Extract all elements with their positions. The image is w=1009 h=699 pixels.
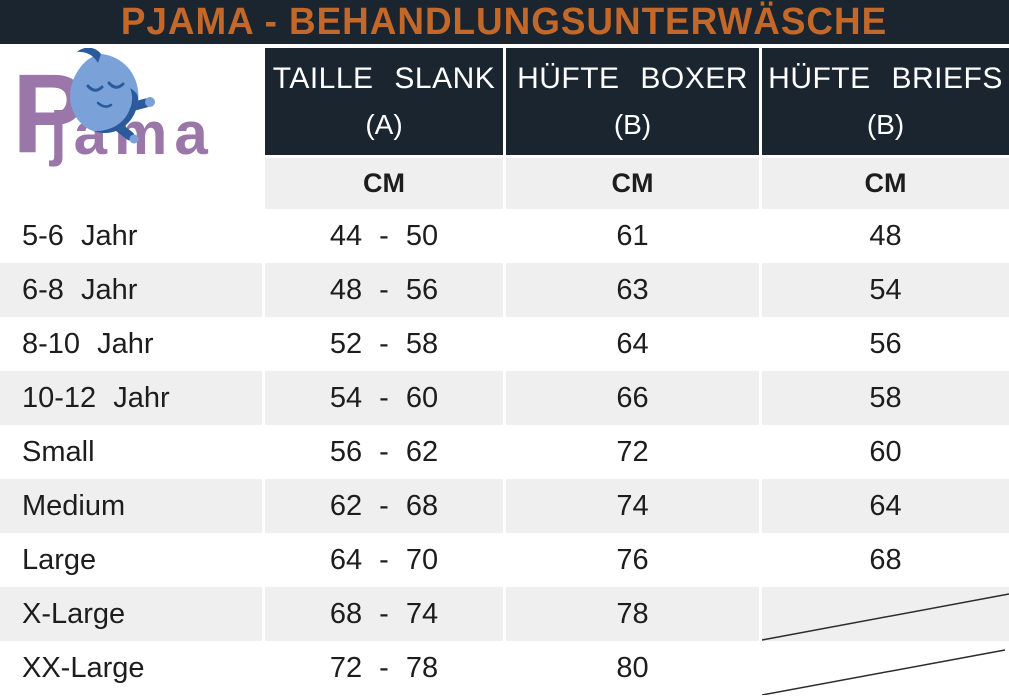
size-table: TAILLE SLANK (A) HÜFTE BOXER (B) HÜFTE B… (0, 48, 1009, 695)
size-label-cell: XX-Large (22, 651, 145, 684)
pjama-mascot-icon (70, 48, 155, 144)
header-label: TAILLE SLANK (272, 61, 496, 95)
header-label: HÜFTE BOXER (517, 61, 748, 95)
header-sub: (B) (613, 109, 652, 141)
taille-value-cell: 56 - 62 (262, 425, 503, 479)
boxer-value-cell: 61 (503, 209, 759, 263)
table-row: XX-Large 72 - 78 80 (0, 641, 1009, 695)
size-label-cell: X-Large (22, 597, 126, 630)
size-label-cell: 6-8 Jahr (22, 273, 138, 306)
unit-cell: CM (262, 158, 503, 209)
size-label-cell: 5-6 Jahr (22, 219, 138, 252)
boxer-value-cell: 80 (503, 641, 759, 695)
header-sub: (B) (866, 109, 905, 141)
table-row: 10-12 Jahr 54 - 60 66 58 (0, 371, 1009, 425)
briefs-value-cell (759, 641, 1009, 695)
briefs-value-cell: 60 (759, 425, 1009, 479)
taille-value-cell: 52 - 58 (262, 317, 503, 371)
table-row: Small 56 - 62 72 60 (0, 425, 1009, 479)
column-header-taille-slank: TAILLE SLANK (A) (262, 48, 503, 155)
na-strikethrough-icon (762, 649, 1006, 695)
table-row: Large 64 - 70 76 68 (0, 533, 1009, 587)
boxer-value-cell: 66 (503, 371, 759, 425)
boxer-value-cell: 64 (503, 317, 759, 371)
briefs-value-cell: 54 (759, 263, 1009, 317)
taille-value-cell: 54 - 60 (262, 371, 503, 425)
size-label-cell: Small (22, 435, 95, 468)
boxer-value-cell: 72 (503, 425, 759, 479)
taille-value-cell: 64 - 70 (262, 533, 503, 587)
taille-value-cell: 62 - 68 (262, 479, 503, 533)
boxer-value-cell: 76 (503, 533, 759, 587)
header-sub: (A) (365, 109, 403, 141)
column-header-huefte-briefs: HÜFTE BRIEFS (B) (759, 48, 1009, 155)
unit-row: CM CM CM (0, 158, 1009, 209)
briefs-value-cell: 58 (759, 371, 1009, 425)
taille-value-cell: 68 - 74 (262, 587, 503, 641)
table-header-row: TAILLE SLANK (A) HÜFTE BOXER (B) HÜFTE B… (0, 48, 1009, 155)
unit-cell: CM (503, 158, 759, 209)
table-row: Medium 62 - 68 74 64 (0, 479, 1009, 533)
table-row: 6-8 Jahr 48 - 56 63 54 (0, 263, 1009, 317)
pjama-logo: P jama (0, 44, 262, 210)
size-label-cell: 10-12 Jahr (22, 381, 170, 414)
column-header-huefte-boxer: HÜFTE BOXER (B) (503, 48, 759, 155)
header-label: HÜFTE BRIEFS (768, 61, 1003, 95)
table-row: 5-6 Jahr 44 - 50 61 48 (0, 209, 1009, 263)
size-label-cell: Medium (22, 489, 126, 522)
briefs-value-cell: 64 (759, 479, 1009, 533)
taille-value-cell: 72 - 78 (262, 641, 503, 695)
table-row: X-Large 68 - 74 78 (0, 587, 1009, 641)
taille-value-cell: 44 - 50 (262, 209, 503, 263)
taille-value-cell: 48 - 56 (262, 263, 503, 317)
page-title: PJAMA - BEHANDLUNGSUNTERWÄSCHE (121, 0, 888, 43)
table-row: 8-10 Jahr 52 - 58 64 56 (0, 317, 1009, 371)
size-label-cell: 8-10 Jahr (22, 327, 154, 360)
briefs-value-cell: 56 (759, 317, 1009, 371)
title-bar: PJAMA - BEHANDLUNGSUNTERWÄSCHE (0, 0, 1009, 44)
na-strikethrough-icon (762, 593, 1009, 641)
unit-cell: CM (759, 158, 1009, 209)
briefs-value-cell: 68 (759, 533, 1009, 587)
boxer-value-cell: 63 (503, 263, 759, 317)
briefs-value-cell (759, 587, 1009, 641)
boxer-value-cell: 78 (503, 587, 759, 641)
size-label-cell: Large (22, 543, 97, 576)
boxer-value-cell: 74 (503, 479, 759, 533)
briefs-value-cell: 48 (759, 209, 1009, 263)
